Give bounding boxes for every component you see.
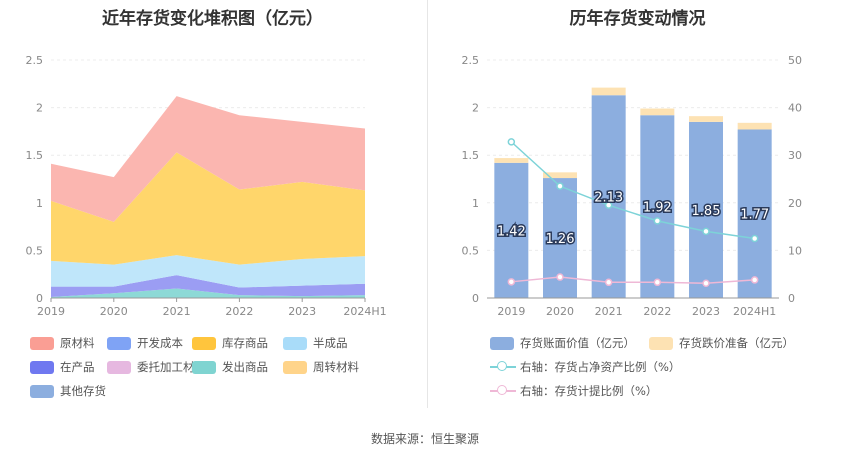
right-y-tick-label: 1 bbox=[472, 197, 479, 210]
point-inventory-net-asset-ratio bbox=[507, 138, 516, 146]
legend-swatch bbox=[107, 337, 131, 350]
bar-value-label: 1.92 bbox=[643, 201, 672, 216]
left-x-tick-label: 2021 bbox=[163, 305, 191, 318]
point-inventory-net-asset-ratio bbox=[556, 182, 564, 190]
point-provision-ratio bbox=[702, 279, 710, 287]
legend-swatch bbox=[192, 361, 216, 374]
legend-swatch bbox=[30, 385, 54, 398]
legend-swatch bbox=[192, 337, 216, 350]
panel-divider bbox=[427, 0, 428, 408]
right-y2-tick-label: 50 bbox=[788, 54, 802, 67]
legend-marker-icon bbox=[497, 361, 507, 371]
legend-swatch bbox=[283, 337, 307, 350]
legend-label: 发出商品 bbox=[222, 360, 268, 374]
legend-label: 半成品 bbox=[313, 336, 348, 350]
legend-label: 原材料 bbox=[60, 336, 95, 350]
legend-line-swatch bbox=[490, 385, 516, 395]
point-inventory-net-asset-ratio bbox=[653, 217, 662, 225]
legend-label: 开发成本 bbox=[137, 336, 183, 350]
right-y2-tick-label: 0 bbox=[788, 292, 795, 305]
legend-label: 其他存货 bbox=[60, 384, 106, 398]
bar-value-label: 1.42 bbox=[497, 224, 526, 239]
legend-swatch bbox=[30, 337, 54, 350]
legend-label: 右轴：存货占净资产比例（%） bbox=[520, 360, 681, 374]
left-y-tick-label: 2.5 bbox=[26, 54, 44, 67]
point-provision-ratio bbox=[604, 278, 613, 287]
right-y-tick-label: 1.5 bbox=[462, 149, 480, 162]
line-inventory-net-asset-ratio bbox=[510, 141, 755, 240]
bar-book-value bbox=[737, 129, 772, 298]
bar-book-value bbox=[640, 115, 675, 298]
right-y-tick-label: 0.5 bbox=[462, 244, 480, 257]
bar-impairment-provision bbox=[494, 158, 529, 163]
left-y-tick-label: 2 bbox=[36, 102, 43, 115]
right-x-tick-label: 2020 bbox=[546, 305, 574, 318]
legend-label: 在产品 bbox=[60, 360, 95, 374]
right-x-tick-label: 2021 bbox=[595, 305, 623, 318]
right-y2-tick-label: 30 bbox=[788, 149, 802, 162]
area-series-在产品 bbox=[51, 275, 365, 298]
bar-impairment-provision bbox=[640, 108, 675, 116]
area-series-库存商品 bbox=[51, 152, 365, 265]
right-y-tick-label: 2 bbox=[472, 102, 479, 115]
legend-label: 周转材料 bbox=[313, 360, 359, 374]
point-provision-ratio bbox=[750, 276, 759, 284]
left-y-tick-label: 0.5 bbox=[26, 244, 44, 257]
right-y2-tick-label: 10 bbox=[788, 244, 802, 257]
bar-impairment-provision bbox=[591, 87, 626, 96]
legend-label: 委托加工材料 bbox=[137, 360, 206, 374]
bar-book-value bbox=[689, 121, 723, 298]
area-series-半成品 bbox=[51, 255, 365, 288]
legend-swatch bbox=[283, 361, 307, 374]
legend-label: 存货跌价准备（亿元） bbox=[679, 336, 794, 350]
left-x-tick-label: 2023 bbox=[288, 305, 316, 318]
right-chart-title: 历年存货变动情况 bbox=[569, 9, 706, 29]
legend-swatch bbox=[649, 337, 673, 350]
line-provision-ratio bbox=[511, 276, 755, 284]
bar-impairment-provision bbox=[543, 172, 577, 179]
legend-line-swatch bbox=[490, 361, 516, 371]
legend-swatch bbox=[107, 361, 131, 374]
legend-label: 右轴：存货计提比例（%） bbox=[520, 384, 658, 398]
bar-value-label: 2.13 bbox=[594, 191, 623, 206]
legend-label: 存货账面价值（亿元） bbox=[520, 336, 635, 350]
bar-value-label: 1.85 bbox=[692, 204, 721, 219]
bar-value-label: 1.77 bbox=[740, 208, 769, 223]
right-x-tick-label: 2023 bbox=[692, 305, 720, 318]
area-series-原材料 bbox=[51, 96, 365, 222]
right-x-tick-label: 2022 bbox=[643, 305, 671, 318]
right-y-tick-label: 0 bbox=[472, 292, 479, 305]
right-x-tick-label: 2024H1 bbox=[733, 305, 776, 318]
left-y-tick-label: 1.5 bbox=[26, 149, 44, 162]
bar-book-value bbox=[494, 162, 529, 298]
bar-impairment-provision bbox=[689, 116, 723, 122]
legend-swatch bbox=[490, 337, 514, 350]
right-y2-tick-label: 40 bbox=[788, 102, 802, 115]
bar-value-label: 1.26 bbox=[546, 232, 575, 247]
data-source-note: 数据来源：恒生聚源 bbox=[370, 432, 479, 446]
left-chart-title: 近年存货变化堆积图（亿元） bbox=[102, 9, 323, 29]
legend-label: 库存商品 bbox=[222, 336, 268, 350]
point-inventory-net-asset-ratio bbox=[604, 201, 613, 209]
left-x-tick-label: 2019 bbox=[37, 305, 65, 318]
bar-book-value bbox=[591, 95, 626, 298]
point-inventory-net-asset-ratio bbox=[750, 234, 759, 243]
right-x-tick-label: 2019 bbox=[497, 305, 525, 318]
legend-marker-icon bbox=[497, 385, 507, 395]
left-y-tick-label: 0 bbox=[36, 292, 43, 305]
left-x-tick-label: 2022 bbox=[225, 305, 253, 318]
left-y-tick-label: 1 bbox=[36, 197, 43, 210]
legend-swatch bbox=[30, 361, 54, 374]
area-series-发出商品 bbox=[51, 288, 365, 298]
point-provision-ratio bbox=[556, 273, 564, 281]
right-y-tick-label: 2.5 bbox=[462, 54, 480, 67]
right-y2-tick-label: 20 bbox=[788, 197, 802, 210]
bar-impairment-provision bbox=[737, 122, 772, 130]
point-inventory-net-asset-ratio bbox=[702, 227, 710, 236]
point-provision-ratio bbox=[653, 278, 662, 287]
left-x-tick-label: 2020 bbox=[100, 305, 128, 318]
point-provision-ratio bbox=[507, 278, 516, 286]
left-x-tick-label: 2024H1 bbox=[343, 305, 386, 318]
